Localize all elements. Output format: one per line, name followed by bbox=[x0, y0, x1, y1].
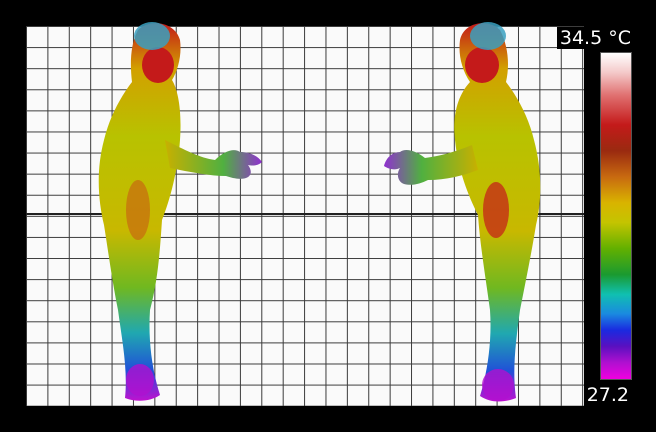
subject-left-arm bbox=[165, 140, 262, 179]
temperature-color-scale bbox=[600, 52, 632, 380]
grid-center-line bbox=[26, 213, 584, 215]
subject-left-feet bbox=[126, 364, 154, 396]
subject-right bbox=[384, 22, 541, 402]
subject-right-hair bbox=[470, 22, 506, 50]
subject-left bbox=[98, 22, 262, 401]
subject-right-arm bbox=[384, 145, 478, 185]
subject-left-hotspot bbox=[126, 180, 150, 240]
subject-left-head-hot bbox=[142, 47, 174, 83]
subject-right-head-hot bbox=[465, 47, 499, 83]
subject-left-hair bbox=[134, 22, 170, 50]
temperature-min-label: 27.2 bbox=[583, 384, 632, 406]
subject-right-feet bbox=[482, 369, 514, 401]
temperature-max-label: 34.5 °C bbox=[556, 27, 634, 49]
subject-right-hotspot bbox=[483, 182, 509, 238]
